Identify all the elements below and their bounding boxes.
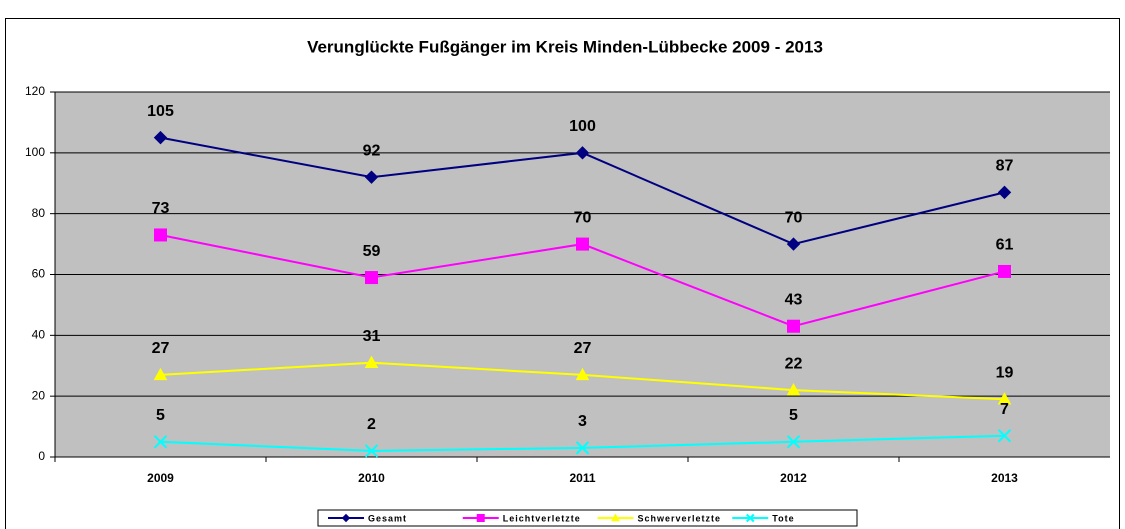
data-label: 73 <box>152 200 170 217</box>
x-tick-label: 2013 <box>991 471 1018 485</box>
y-tick-label: 120 <box>25 84 45 98</box>
x-tick-label: 2011 <box>569 471 595 485</box>
marker <box>786 435 801 449</box>
marker <box>365 271 378 285</box>
data-label: 87 <box>996 158 1014 175</box>
marker <box>576 237 589 251</box>
data-label: 100 <box>569 118 596 135</box>
legend-box <box>317 509 858 527</box>
data-label: 70 <box>785 209 803 226</box>
legend-marker <box>476 514 485 522</box>
data-label: 27 <box>152 340 170 357</box>
y-tick-label: 60 <box>32 267 46 281</box>
marker <box>997 392 1012 405</box>
legend-label: Schwerverletzte <box>638 513 722 523</box>
marker <box>153 130 168 145</box>
legend-marker <box>611 513 620 522</box>
marker <box>575 367 590 381</box>
marker <box>997 185 1012 200</box>
x-tick-label: 2012 <box>780 471 807 485</box>
y-tick-label: 80 <box>32 206 46 220</box>
data-label: 5 <box>156 407 165 424</box>
legend-marker <box>746 513 755 523</box>
marker <box>364 444 379 458</box>
data-label: 27 <box>574 340 592 357</box>
y-tick-label: 40 <box>32 328 46 342</box>
legend-label: Leichtverletzte <box>503 513 581 523</box>
y-tick-label: 0 <box>38 449 45 463</box>
data-label: 59 <box>363 243 381 260</box>
data-label: 105 <box>147 103 174 120</box>
legend-label: Gesamt <box>368 513 407 523</box>
data-label: 70 <box>574 209 592 226</box>
marker <box>998 264 1011 278</box>
marker <box>153 435 168 449</box>
marker <box>786 237 801 251</box>
x-tick-label: 2010 <box>358 471 385 485</box>
data-label: 19 <box>996 364 1014 381</box>
y-tick-label: 100 <box>25 145 45 159</box>
data-label: 43 <box>785 291 803 308</box>
marker <box>787 319 800 333</box>
data-label: 22 <box>785 355 803 372</box>
marker <box>154 228 167 242</box>
data-label: 31 <box>363 328 381 345</box>
y-tick-label: 20 <box>32 388 46 402</box>
marker <box>575 441 590 455</box>
data-label: 5 <box>789 407 798 424</box>
marker <box>153 367 168 381</box>
data-label: 61 <box>996 237 1014 254</box>
marker <box>364 170 379 184</box>
marker <box>786 383 801 396</box>
x-tick-label: 2009 <box>147 471 174 485</box>
data-label: 3 <box>578 413 587 430</box>
data-label: 2 <box>367 416 376 433</box>
marker <box>997 429 1012 443</box>
marker <box>575 146 590 160</box>
legend-label: Tote <box>772 513 794 523</box>
legend-marker <box>341 513 351 523</box>
chart-title: Verunglückte Fußgänger im Kreis Minden-L… <box>307 37 823 56</box>
data-label: 7 <box>1000 401 1009 418</box>
marker <box>364 355 379 369</box>
data-label: 92 <box>363 142 381 159</box>
